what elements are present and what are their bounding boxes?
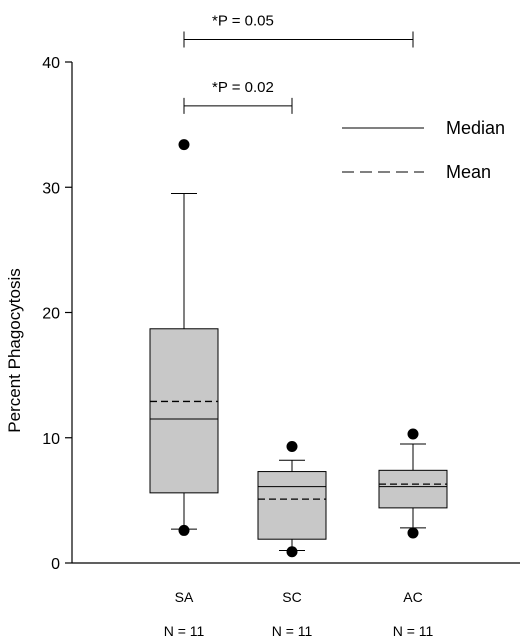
box-sc	[257, 441, 327, 558]
p-value-label: *P = 0.02	[212, 79, 274, 96]
x-tick-label-sa: SA	[175, 589, 194, 605]
y-tick-label-0: 0	[51, 556, 60, 573]
outlier-point	[286, 441, 298, 453]
legend-entry-median: Median	[342, 118, 505, 138]
x-tick-label-ac: AC	[403, 589, 422, 605]
x-tick-label-sc: SC	[282, 589, 301, 605]
axes: 0 10 20 30 40 Percent Phagocytosis	[5, 55, 520, 573]
n-label-ac: N = 11	[393, 623, 434, 639]
box-rect	[257, 471, 327, 540]
y-tick-label-10: 10	[42, 431, 60, 448]
box-rect	[149, 328, 219, 494]
boxes	[149, 139, 448, 558]
y-tick-label-40: 40	[42, 55, 60, 72]
box-ac	[378, 428, 448, 539]
y-tick-label-20: 20	[42, 306, 60, 323]
outlier-point	[407, 527, 419, 539]
outlier-point	[178, 139, 190, 151]
n-label-sc: N = 11	[272, 623, 313, 639]
legend-label: Median	[446, 118, 505, 138]
legend-label: Mean	[446, 162, 491, 182]
n-label-sa: N = 11	[164, 623, 205, 639]
y-tick-label-30: 30	[42, 180, 60, 197]
significance-sa-ac: *P = 0.05	[183, 12, 414, 48]
box-rect	[378, 469, 448, 509]
outlier-point	[178, 524, 190, 536]
legend: Median Mean	[342, 118, 505, 182]
box-sa	[149, 139, 219, 536]
significance-sa-sc: *P = 0.02	[183, 79, 293, 114]
p-value-label: *P = 0.05	[212, 12, 274, 29]
outlier-point	[407, 428, 419, 440]
significance-brackets: *P = 0.02 *P = 0.05	[183, 12, 414, 114]
category-labels: SA N = 11 SC N = 11 AC N = 11	[164, 589, 434, 639]
y-axis-label: Percent Phagocytosis	[5, 268, 24, 432]
outlier-point	[286, 546, 298, 558]
legend-entry-mean: Mean	[342, 162, 491, 182]
